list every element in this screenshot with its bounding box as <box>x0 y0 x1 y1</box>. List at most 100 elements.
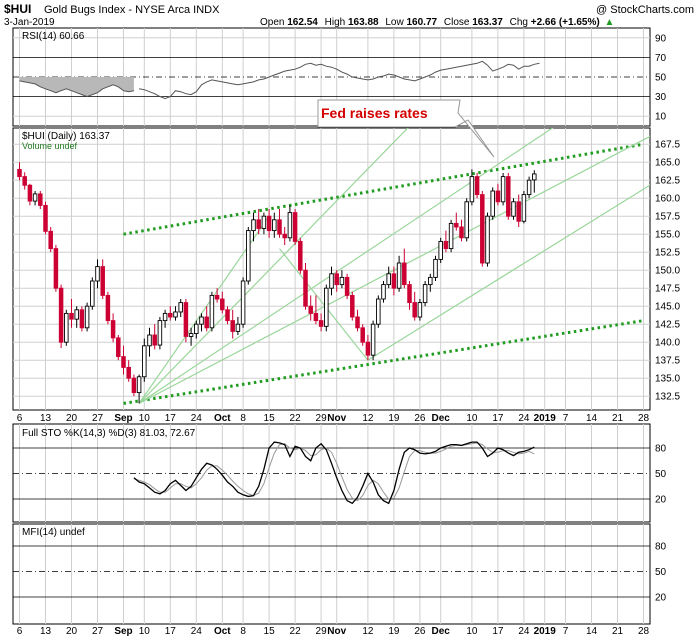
price-tick-label: 132.5 <box>655 392 680 403</box>
candle-body <box>329 273 334 289</box>
x-tick-label: 8 <box>240 413 246 424</box>
x-tick-label: 10 <box>466 413 478 424</box>
candle-body <box>386 273 391 286</box>
x-tick-label: 21 <box>612 626 624 637</box>
candle-body <box>318 320 324 327</box>
candle-body <box>230 320 235 332</box>
candle-body <box>298 240 303 271</box>
candle-body <box>90 280 95 307</box>
candle-body <box>251 219 256 232</box>
price-tick-label: 137.5 <box>655 356 680 367</box>
candle-body <box>173 311 178 318</box>
sto-panel <box>12 423 651 523</box>
candle-body <box>183 302 189 337</box>
candle-body <box>152 334 157 346</box>
chg-up-icon: ▲ <box>604 17 614 28</box>
x-tick-label: Sep <box>114 413 132 424</box>
x-tick-label: 14 <box>586 413 598 424</box>
x-tick-label: Oct <box>214 413 231 424</box>
candle-body <box>438 240 443 260</box>
candle-body <box>126 366 131 379</box>
candle-body <box>417 302 423 318</box>
candle-body <box>225 309 230 322</box>
x-tick-label: 24 <box>518 413 530 424</box>
rsi-shade-below-50 <box>19 77 134 97</box>
candle-body <box>313 312 319 322</box>
x-tick-label: Dec <box>432 626 451 637</box>
candle-body <box>396 262 402 289</box>
indicators <box>19 60 540 505</box>
candle-body <box>27 184 33 202</box>
x-tick-label: 22 <box>290 413 302 424</box>
copyright-label: @ StockCharts.com <box>596 4 694 16</box>
x-tick-label: 6 <box>17 626 23 637</box>
candle-body <box>136 376 142 394</box>
price-tick-label: 162.5 <box>655 176 680 187</box>
low-label: Low <box>385 17 404 28</box>
candle-body <box>474 176 480 196</box>
candle-body <box>516 201 521 222</box>
close-label: Close <box>444 17 470 28</box>
candle-body <box>282 233 287 239</box>
high-value: 163.88 <box>348 17 379 28</box>
price-tick-label: 150.0 <box>655 266 680 277</box>
mfi-tick-label: 50 <box>655 567 667 578</box>
rsi-title: RSI(14) 60.66 <box>22 31 85 42</box>
candle-body <box>240 280 246 325</box>
candle-body <box>69 312 74 320</box>
candle-body <box>485 215 490 264</box>
candle-body <box>261 215 267 229</box>
price-tick-label: 145.0 <box>655 302 680 313</box>
candle-body <box>480 194 485 264</box>
candle-body <box>116 337 121 358</box>
x-tick-label: 19 <box>388 413 400 424</box>
candle-body <box>292 212 298 242</box>
candle-body <box>209 294 215 329</box>
candle-body <box>365 341 371 356</box>
candle-body <box>495 190 501 203</box>
x-tick-label: 12 <box>362 626 374 637</box>
candle-body <box>500 176 506 203</box>
axes: 167.5 165.0 162.5 160.0 157.5 155.0 152.5 150.0… <box>17 33 681 637</box>
sto-d-line <box>133 442 535 502</box>
x-tick-label: 22 <box>290 626 302 637</box>
fan-trendline <box>279 248 369 361</box>
candle-body <box>339 276 345 286</box>
x-tick-label: Dec <box>432 413 451 424</box>
x-tick-label: 20 <box>66 626 78 637</box>
x-tick-label: 17 <box>165 413 177 424</box>
candle-body <box>79 309 85 329</box>
x-tick-label: 24 <box>191 626 203 637</box>
x-tick-label: 29 <box>316 413 328 424</box>
candle-body <box>43 204 48 232</box>
candle-body <box>17 168 22 178</box>
candle-body <box>142 345 147 378</box>
x-tick-label: 19 <box>388 626 400 637</box>
x-tick-label: 27 <box>92 413 104 424</box>
x-tick-label: 29 <box>316 626 328 637</box>
fan-trendline <box>138 128 554 404</box>
low-value: 160.77 <box>407 17 438 28</box>
x-tick-label: 20 <box>66 413 78 424</box>
price-tick-label: 152.5 <box>655 248 680 259</box>
x-tick-label: 17 <box>492 413 504 424</box>
candle-body <box>443 240 449 250</box>
x-tick-label: 10 <box>139 626 151 637</box>
candle-body <box>422 284 428 304</box>
price-panel <box>12 127 651 411</box>
close-value: 163.37 <box>472 17 503 28</box>
candle-body <box>246 230 251 282</box>
candle-body <box>490 190 495 217</box>
price-tick-label: 140.0 <box>655 338 680 349</box>
candle-body <box>448 222 454 250</box>
trendline-group <box>123 128 650 405</box>
mfi-tick-label: 20 <box>655 593 667 604</box>
price-tick-label: 157.5 <box>655 212 680 223</box>
sto-tick-label: 20 <box>655 495 667 506</box>
x-tick-label: 10 <box>139 413 151 424</box>
rsi-lead-line <box>19 80 134 98</box>
candle-body <box>38 193 43 206</box>
candle-body <box>256 219 261 229</box>
x-tick-label: 26 <box>414 413 426 424</box>
candle-body <box>220 298 225 311</box>
